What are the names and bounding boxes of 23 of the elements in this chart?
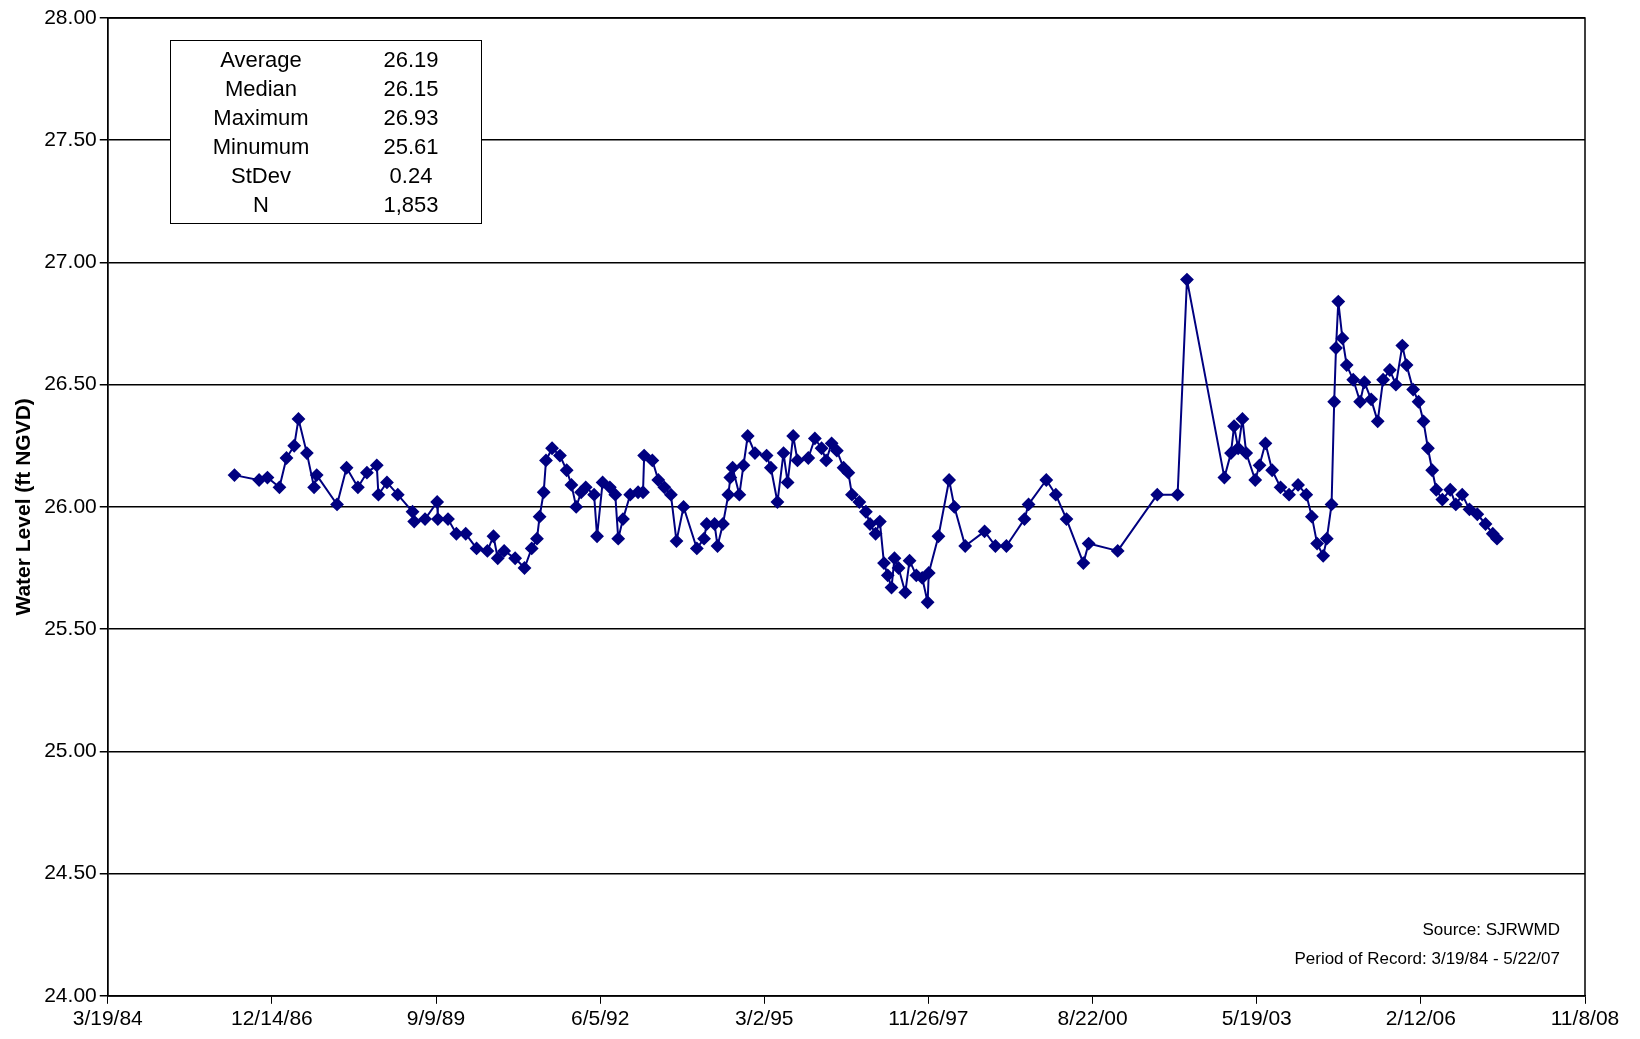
annotation: Source: SJRWMD	[1421, 919, 1560, 941]
annotation: Period of Record: 3/19/84 - 5/22/07	[1294, 948, 1560, 970]
x-tick-label: 11/26/97	[888, 1006, 969, 1030]
x-tick-label: 8/22/00	[1057, 1006, 1128, 1030]
y-tick-label: 25.00	[44, 738, 97, 762]
x-tick-label: 2/12/06	[1385, 1006, 1456, 1030]
x-tick-label: 11/8/08	[1550, 1006, 1620, 1030]
y-tick-label: 27.50	[44, 127, 97, 151]
y-tick-label: 25.50	[44, 615, 97, 639]
y-tick-label: 24.00	[44, 982, 97, 1006]
x-tick-label: 12/14/86	[231, 1006, 313, 1030]
y-tick-label: 24.50	[44, 860, 97, 884]
y-tick-label: 26.50	[44, 371, 97, 395]
x-tick-label: 3/2/95	[735, 1006, 794, 1030]
x-tick-label: 9/9/89	[406, 1006, 466, 1030]
stats-table: Average 26.19 Median 26.15 Maximum 26.93 Minumum 25.61 StDev 0.24 N 1,853	[170, 40, 482, 224]
x-tick-label: 6/5/92	[570, 1006, 630, 1030]
y-tick-label: 26.00	[44, 493, 97, 517]
y-tick-label: 27.00	[44, 249, 97, 273]
x-tick-label: 5/19/03	[1221, 1006, 1292, 1030]
x-tick-label: 3/19/84	[72, 1006, 144, 1030]
y-axis-title: Water Level (ft NGVD)	[11, 398, 35, 616]
y-tick-label: 28.00	[44, 4, 97, 28]
